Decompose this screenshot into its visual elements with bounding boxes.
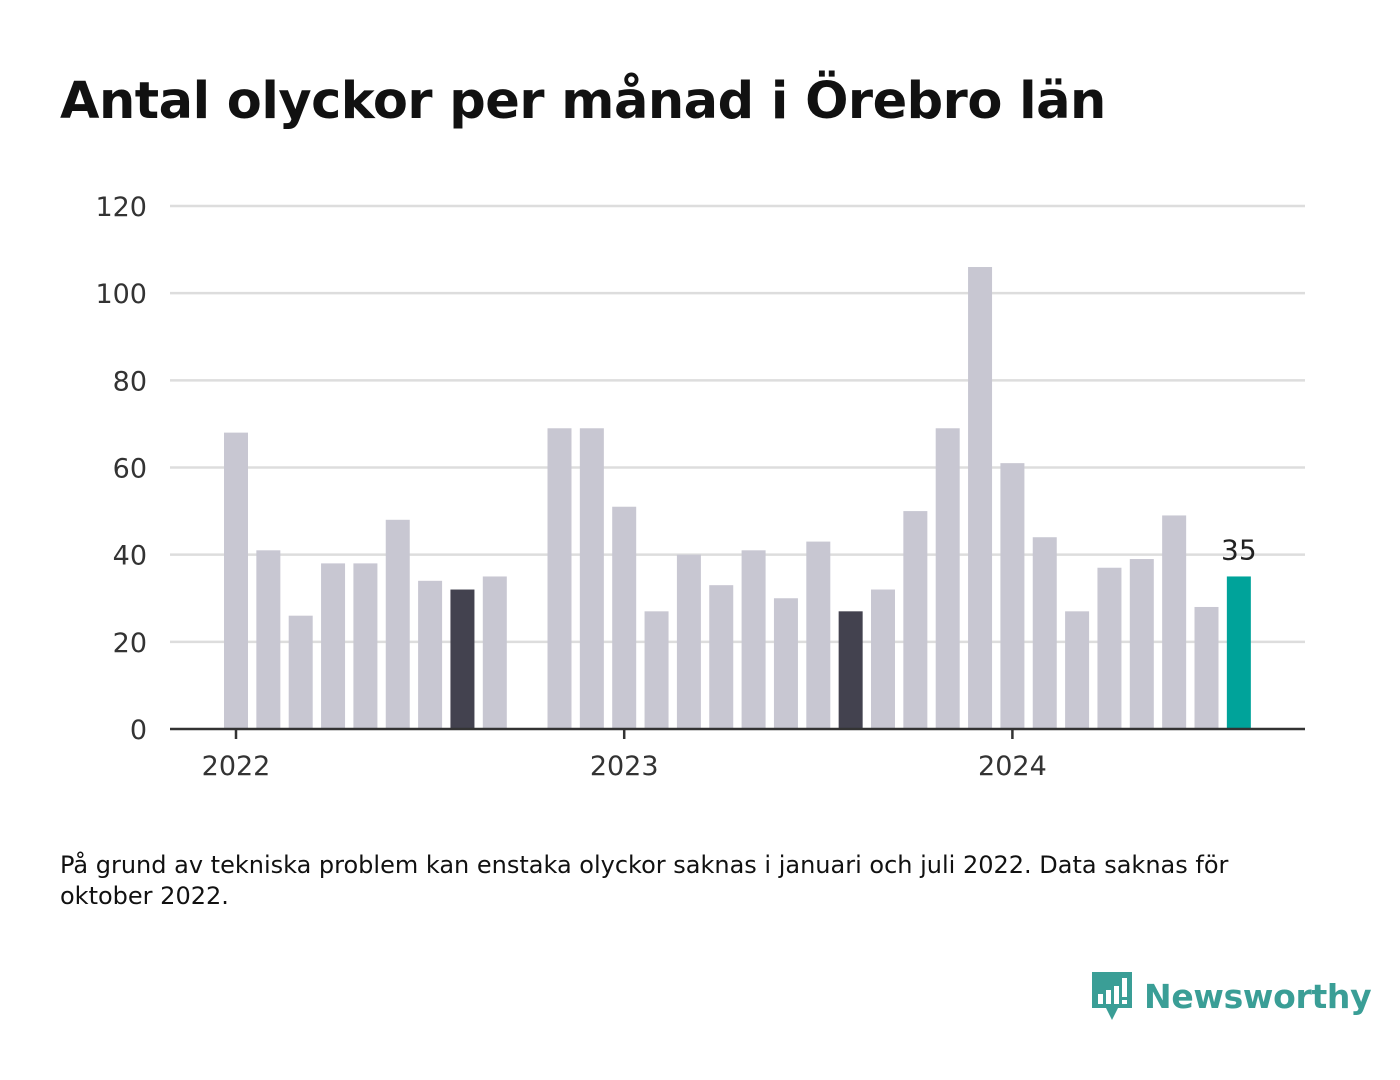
- bar-2022-05: [353, 563, 378, 729]
- y-tick-label: 60: [113, 454, 147, 485]
- bar-2024-06: [1162, 515, 1187, 729]
- y-tick-label: 80: [113, 366, 147, 397]
- y-tick-label: 100: [95, 279, 147, 310]
- bar-2024-04: [1097, 567, 1122, 729]
- bar-2024-02: [1032, 537, 1057, 729]
- y-axis-tick-labels: 0 20 40 60 80 100 120: [95, 192, 147, 746]
- bar-2023-08: [838, 611, 863, 729]
- newsworthy-logo[interactable]: Newsworthy: [1090, 970, 1372, 1022]
- bar-2022-03: [288, 615, 313, 729]
- bar-2022-11: [547, 428, 572, 729]
- bar-2023-12: [968, 267, 993, 729]
- bar-2022-06: [385, 519, 410, 729]
- y-tick-label: 20: [113, 628, 147, 659]
- bar-2024-05: [1129, 559, 1154, 729]
- y-tick-label: 40: [113, 541, 147, 572]
- bars: [224, 267, 1251, 729]
- bar-2023-05: [741, 550, 766, 729]
- chart-title: Antal olyckor per månad i Örebro län: [60, 72, 1106, 131]
- bar-2023-04: [709, 585, 734, 729]
- x-tick-label: 2022: [202, 751, 271, 782]
- bar-2022-09: [482, 576, 507, 729]
- bar-2024-08: [1226, 576, 1251, 729]
- x-axis-ticks: 2022 2023 2024: [202, 729, 1047, 782]
- y-tick-label: 0: [130, 715, 147, 746]
- bar-2022-04: [321, 563, 346, 729]
- bar-2022-08: [450, 589, 475, 729]
- bar-2023-09: [871, 589, 895, 729]
- bar-2023-01: [612, 506, 637, 729]
- y-tick-label: 120: [95, 192, 147, 223]
- x-tick-label: 2023: [590, 751, 659, 782]
- bar-chart: 0 20 40 60 80 100 120 2022 2023 2024 35: [95, 192, 1305, 782]
- bar-2023-11: [935, 428, 960, 729]
- brand-name: Newsworthy: [1144, 976, 1372, 1016]
- bar-2024-03: [1065, 611, 1090, 729]
- bar-2023-07: [806, 541, 831, 729]
- bar-2023-06: [773, 598, 798, 729]
- highlight-value-label: 35: [1221, 533, 1257, 566]
- bar-2023-02: [644, 611, 669, 729]
- x-tick-label: 2024: [978, 751, 1047, 782]
- footnote: På grund av tekniska problem kan enstaka…: [60, 851, 1229, 910]
- bar-2022-12: [579, 428, 604, 729]
- bar-2023-10: [903, 511, 928, 729]
- bar-2022-01: [224, 432, 248, 729]
- bar-2024-07: [1194, 606, 1219, 729]
- bar-2024-01: [1000, 463, 1025, 729]
- newsworthy-logo-icon: [1092, 972, 1132, 1020]
- bar-2022-02: [256, 550, 281, 729]
- bar-2023-03: [676, 554, 701, 729]
- data-labels: 35: [1221, 533, 1257, 566]
- bar-2022-07: [418, 580, 443, 729]
